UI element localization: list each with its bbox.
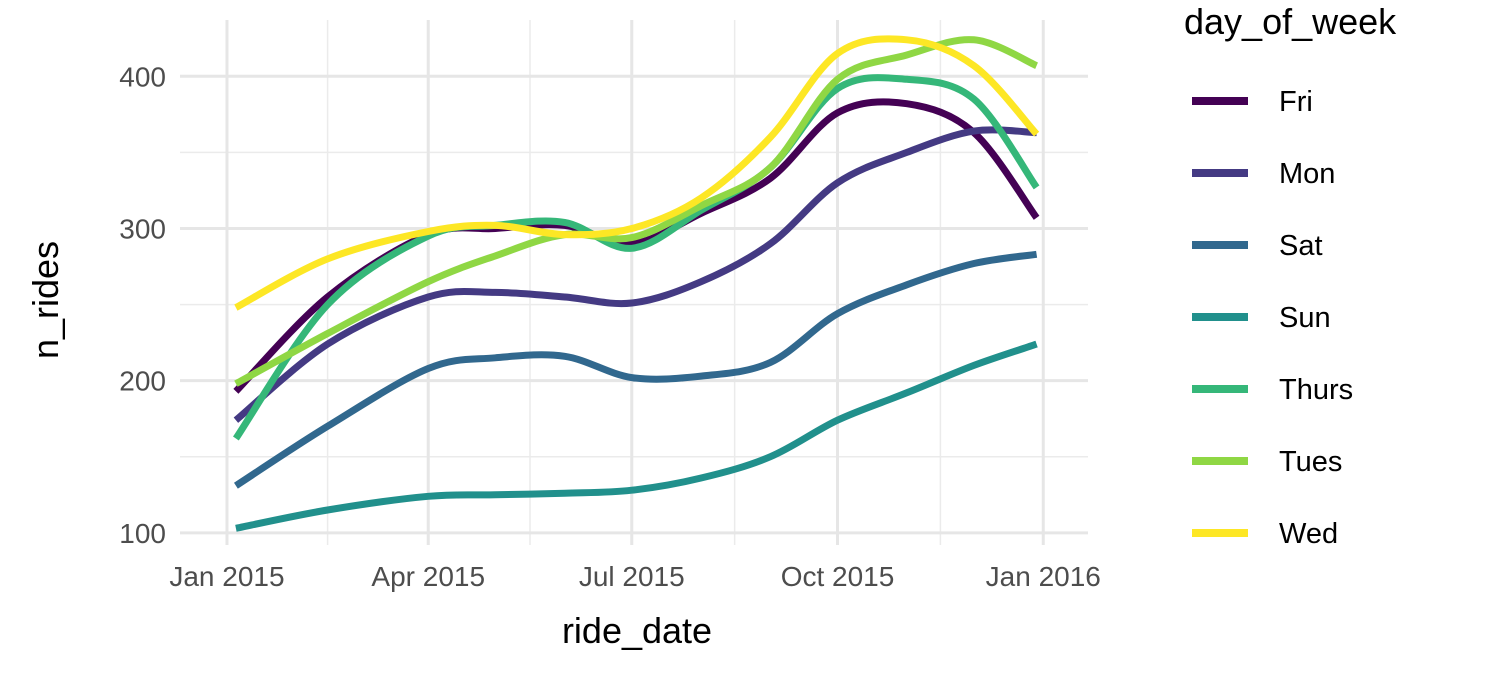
y-tick-label: 100	[119, 518, 166, 549]
legend-item-wed: Wed	[1192, 518, 1338, 550]
legend-label: Thurs	[1279, 374, 1353, 406]
legend-items: Fri Mon Sat Sun Thurs Tues Wed	[1192, 86, 1353, 550]
x-tick-label: Jan 2015	[169, 561, 284, 592]
series-line-tues	[234, 36, 1039, 387]
legend-item-sat: Sat	[1192, 230, 1323, 262]
legend-item-thurs: Thurs	[1192, 374, 1353, 406]
legend-label: Wed	[1279, 518, 1338, 550]
legend-label: Mon	[1279, 158, 1335, 190]
legend-label: Sat	[1279, 230, 1323, 262]
y-tick-label: 300	[119, 213, 166, 244]
minor-gridlines	[180, 20, 1088, 545]
legend-label: Fri	[1279, 86, 1313, 118]
x-axis-title: ride_date	[562, 610, 712, 651]
legend-item-mon: Mon	[1192, 158, 1335, 190]
series-line-sat	[233, 250, 1038, 489]
y-tick-label: 400	[119, 61, 166, 92]
y-axis-title: n_rides	[25, 241, 66, 359]
x-tick-label: Apr 2015	[371, 561, 485, 592]
series-line-mon	[233, 126, 1037, 423]
legend-item-sun: Sun	[1192, 302, 1331, 334]
y-tick-label: 200	[119, 366, 166, 397]
legend-label: Sun	[1279, 302, 1331, 334]
x-tick-labels: Jan 2015 Apr 2015 Jul 2015 Oct 2015 Jan 2016	[169, 561, 1101, 592]
y-tick-labels: 100 200 300 400	[119, 61, 166, 549]
x-tick-label: Oct 2015	[781, 561, 895, 592]
legend-title: day_of_week	[1184, 1, 1397, 42]
series-line-thurs	[233, 74, 1040, 441]
series-lines	[233, 35, 1040, 532]
series-line-sun	[235, 340, 1038, 532]
major-gridlines	[180, 20, 1088, 545]
x-tick-label: Jan 2016	[986, 561, 1101, 592]
x-tick-label: Jul 2015	[579, 561, 685, 592]
series-line-wed	[234, 35, 1040, 311]
legend-item-fri: Fri	[1192, 86, 1313, 118]
legend-item-tues: Tues	[1192, 446, 1342, 478]
legend-label: Tues	[1279, 446, 1342, 478]
legend: day_of_week Fri Mon Sat Sun Thurs Tues Wed	[1184, 1, 1397, 550]
